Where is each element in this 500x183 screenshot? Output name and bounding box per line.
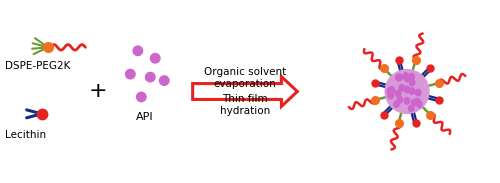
Ellipse shape (404, 74, 410, 81)
Ellipse shape (409, 74, 414, 80)
Ellipse shape (404, 98, 409, 104)
Polygon shape (192, 77, 298, 106)
Text: DSPE-PEG2K: DSPE-PEG2K (4, 61, 70, 71)
Circle shape (150, 54, 160, 63)
Ellipse shape (408, 105, 414, 112)
Ellipse shape (396, 74, 401, 81)
Text: API: API (136, 112, 153, 122)
Ellipse shape (397, 96, 402, 103)
Circle shape (126, 69, 135, 79)
Text: +: + (88, 81, 107, 100)
Ellipse shape (387, 88, 392, 94)
Ellipse shape (403, 73, 408, 79)
Ellipse shape (404, 75, 410, 82)
Ellipse shape (409, 88, 414, 94)
Ellipse shape (395, 90, 400, 97)
Ellipse shape (397, 74, 402, 81)
Circle shape (136, 92, 146, 102)
Ellipse shape (389, 87, 394, 93)
Text: Thin film
hydration: Thin film hydration (220, 94, 270, 116)
Circle shape (146, 72, 155, 82)
Ellipse shape (414, 98, 420, 105)
Text: Lecithin: Lecithin (4, 130, 46, 140)
Circle shape (160, 76, 169, 85)
Ellipse shape (416, 101, 422, 108)
Ellipse shape (410, 79, 415, 86)
Text: Organic solvent
evaporation: Organic solvent evaporation (204, 67, 286, 89)
Ellipse shape (412, 99, 417, 106)
Ellipse shape (399, 85, 404, 91)
Circle shape (133, 46, 142, 55)
Ellipse shape (388, 92, 394, 99)
Circle shape (385, 70, 429, 113)
Ellipse shape (394, 101, 399, 107)
Ellipse shape (416, 89, 421, 96)
Ellipse shape (404, 86, 410, 93)
